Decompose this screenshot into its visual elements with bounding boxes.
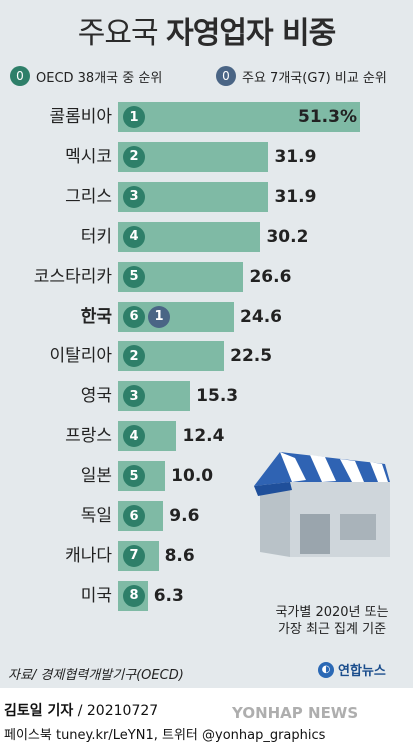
- category-label: 멕시코: [65, 146, 112, 167]
- oecd-rank-badge: 2: [123, 345, 145, 368]
- byline-date: / 20210727: [77, 703, 159, 719]
- oecd-rank-badge: 4: [123, 225, 145, 248]
- oecd-rank-badge: 3: [123, 385, 145, 408]
- bar-row: 일본 5 10.0: [0, 461, 413, 492]
- category-label: 일본: [80, 466, 112, 487]
- note: 국가별 2020년 또는 가장 최근 집계 기준: [262, 604, 402, 638]
- category-label: 미국: [80, 585, 112, 606]
- category-label: 이탈리아: [49, 346, 112, 367]
- value-label: 10.0: [171, 466, 214, 487]
- note-line-2: 가장 최근 집계 기준: [277, 622, 387, 637]
- logo-text: 연합뉴스: [338, 664, 386, 679]
- value-label: 30.2: [266, 226, 309, 247]
- bar-row: 이탈리아 2 22.5: [0, 341, 413, 372]
- chart-title: 주요국 자영업자 비중: [0, 8, 413, 52]
- value-label: 31.9: [274, 146, 317, 167]
- oecd-rank-badge: 7: [123, 544, 145, 567]
- oecd-rank-badge: 4: [123, 425, 145, 448]
- bar-row: 영국 3 15.3: [0, 381, 413, 412]
- bar-row: 멕시코 2 31.9: [0, 141, 413, 172]
- bar: [118, 102, 360, 132]
- category-label: 코스타리카: [33, 266, 112, 287]
- bar-row: 캐나다 7 8.6: [0, 540, 413, 571]
- category-label: 콜롬비아: [49, 107, 112, 127]
- oecd-rank-badge: 6: [123, 305, 145, 328]
- category-label: 캐나다: [65, 545, 112, 566]
- category-label: 터키: [80, 226, 112, 247]
- byline: 김토일 기자 / 20210727: [4, 700, 158, 720]
- g7-rank-badge: 1: [148, 305, 170, 328]
- yonhap-circle-icon: ◐: [318, 661, 334, 678]
- bar-row: 콜롬비아 1 51.3%: [0, 102, 413, 132]
- value-label: 22.5: [230, 346, 273, 367]
- legend-g7-dot: 0: [216, 66, 236, 86]
- category-label: 영국: [80, 386, 112, 407]
- title-bold: 자영업자 비중: [166, 16, 336, 51]
- oecd-rank-badge: 3: [123, 185, 145, 208]
- bar-row: 독일 6 9.6: [0, 501, 413, 531]
- title-light: 주요국: [77, 16, 159, 51]
- value-label: 26.6: [249, 266, 292, 287]
- oecd-rank-badge: 5: [123, 465, 145, 488]
- source-text: 자료/ 경제협력개발기구(OECD): [8, 668, 184, 683]
- oecd-rank-badge: 8: [123, 584, 145, 607]
- category-label: 독일: [80, 506, 112, 526]
- value-label: 24.6: [240, 306, 282, 327]
- oecd-rank-badge: 1: [123, 106, 145, 128]
- logo: ◐ 연합뉴스: [318, 660, 386, 679]
- legend-oecd-label: OECD 38개국 중 순위: [36, 70, 163, 86]
- watermark: YONHAP NEWS: [232, 704, 359, 722]
- value-label: 9.6: [169, 506, 200, 526]
- legend-g7-label: 주요 7개국(G7) 비교 순위: [242, 70, 387, 86]
- oecd-rank-badge: 6: [123, 505, 145, 527]
- value-label: 31.9: [274, 186, 317, 207]
- category-label: 그리스: [65, 186, 112, 207]
- legend-oecd-dot: 0: [10, 66, 30, 86]
- bar-row: 한국 6 1 24.6: [0, 301, 413, 332]
- legend-g7: 0 주요 7개국(G7) 비교 순위: [216, 64, 387, 88]
- oecd-rank-badge: 5: [123, 265, 145, 288]
- bar-row: 터키 4 30.2: [0, 221, 413, 252]
- value-label: 51.3%: [298, 107, 357, 127]
- value-label: 15.3: [196, 386, 239, 407]
- bar-row: 미국 8 6.3: [0, 580, 413, 611]
- byline-name: 김토일 기자: [4, 703, 74, 719]
- value-label: 6.3: [153, 585, 184, 606]
- value-label: 12.4: [182, 426, 225, 447]
- bar-row: 프랑스 4 12.4: [0, 421, 413, 452]
- legend-oecd: 0 OECD 38개국 중 순위: [10, 64, 162, 88]
- category-label: 한국: [80, 306, 112, 327]
- bar-row: 그리스 3 31.9: [0, 181, 413, 212]
- bar-row: 코스타리카 5 26.6: [0, 261, 413, 292]
- shop-icon: [254, 452, 390, 557]
- category-label: 프랑스: [65, 426, 112, 447]
- oecd-rank-badge: 2: [123, 145, 145, 168]
- contact-info: 페이스북 tuney.kr/LeYN1, 트위터 @yonhap_graphic…: [4, 728, 326, 743]
- value-label: 8.6: [164, 545, 195, 566]
- note-line-1: 국가별 2020년 또는: [275, 605, 389, 620]
